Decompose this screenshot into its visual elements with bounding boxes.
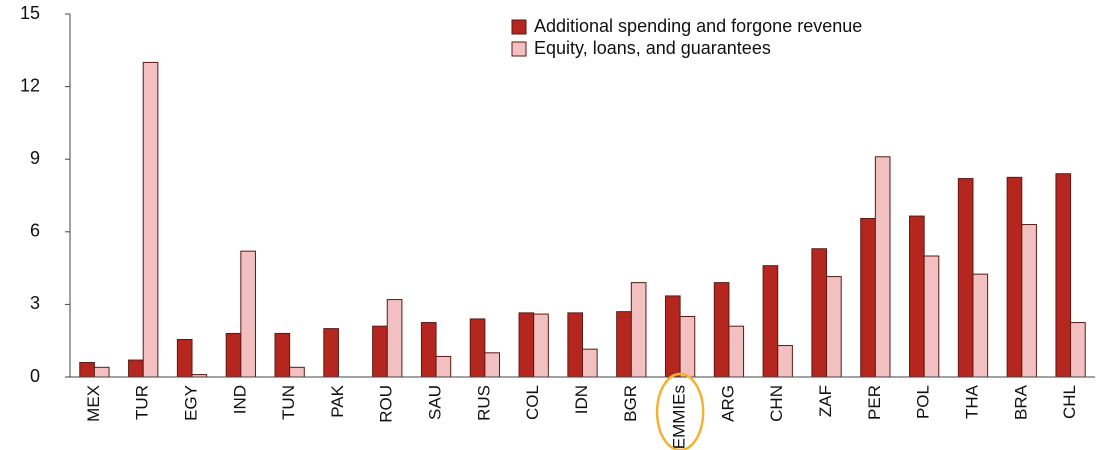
- bar: [93, 366, 110, 378]
- bar: [923, 255, 940, 378]
- x-tick-label: IND: [230, 385, 249, 414]
- x-tick-label: TUN: [279, 385, 298, 420]
- x-tick-label: POL: [914, 385, 933, 419]
- y-tick-label: 6: [30, 221, 40, 241]
- y-tick-label: 9: [30, 148, 40, 168]
- x-tick-label: COL: [523, 385, 542, 420]
- bar: [1055, 173, 1072, 378]
- bar: [274, 332, 291, 378]
- highlight-circle: [655, 372, 705, 450]
- bar: [469, 318, 486, 378]
- x-tick-label: EMMIEs: [670, 385, 689, 449]
- bar: [128, 359, 144, 378]
- bar: [777, 345, 793, 378]
- bar: [630, 282, 647, 378]
- bar: [240, 250, 256, 378]
- bar: [811, 248, 828, 378]
- x-tick-label: TUR: [133, 385, 152, 420]
- x-tick-label: PAK: [328, 384, 347, 417]
- bar: [972, 273, 989, 378]
- bar: [957, 178, 974, 378]
- legend-label: Equity, loans, and guarantees: [534, 38, 771, 58]
- bar: [142, 61, 159, 378]
- y-tick-label: 3: [30, 293, 40, 313]
- x-tick-label: IDN: [572, 385, 591, 414]
- bar: [664, 295, 681, 378]
- y-tick-label: 15: [20, 3, 40, 23]
- bar: [176, 338, 193, 378]
- bar: [713, 282, 730, 378]
- y-tick-label: 0: [30, 366, 40, 386]
- bar: [289, 366, 305, 378]
- x-tick-label: ARG: [718, 385, 737, 422]
- x-tick-label: ROU: [377, 385, 396, 423]
- bar: [484, 352, 501, 378]
- legend-swatch: [511, 41, 527, 57]
- bar: [435, 355, 452, 378]
- bar: [1021, 224, 1037, 378]
- bar: [225, 332, 242, 378]
- bar: [386, 299, 403, 378]
- bar: [518, 312, 535, 378]
- bar: [420, 322, 437, 378]
- x-tick-label: SAU: [426, 385, 445, 420]
- x-tick-label: BRA: [1011, 384, 1030, 420]
- bar: [860, 217, 876, 378]
- bar: [909, 215, 925, 378]
- bar: [616, 311, 632, 378]
- x-tick-label: PER: [865, 385, 884, 420]
- bar: [1006, 176, 1023, 378]
- x-tick-label: EGY: [182, 385, 201, 421]
- bar: [874, 156, 891, 378]
- x-tick-label: ZAF: [816, 385, 835, 417]
- bar: [762, 265, 779, 378]
- x-tick-label: CHN: [767, 385, 786, 422]
- bar: [79, 361, 95, 378]
- legend-label: Additional spending and forgone revenue: [534, 16, 862, 36]
- bar: [582, 348, 598, 378]
- bar: [533, 313, 549, 378]
- bar: [323, 328, 339, 378]
- x-tick-label: THA: [962, 384, 981, 419]
- bar: [826, 276, 842, 378]
- bar: [679, 316, 696, 378]
- x-tick-label: BGR: [621, 385, 640, 422]
- bar: [1070, 322, 1086, 378]
- x-tick-label: MEX: [84, 385, 103, 422]
- x-tick-label: CHL: [1060, 385, 1079, 419]
- bar: [372, 325, 388, 378]
- bar: [567, 312, 583, 378]
- y-tick-label: 12: [20, 75, 40, 95]
- x-tick-label: RUS: [474, 385, 493, 421]
- bar: [728, 325, 745, 378]
- legend-swatch: [511, 19, 527, 35]
